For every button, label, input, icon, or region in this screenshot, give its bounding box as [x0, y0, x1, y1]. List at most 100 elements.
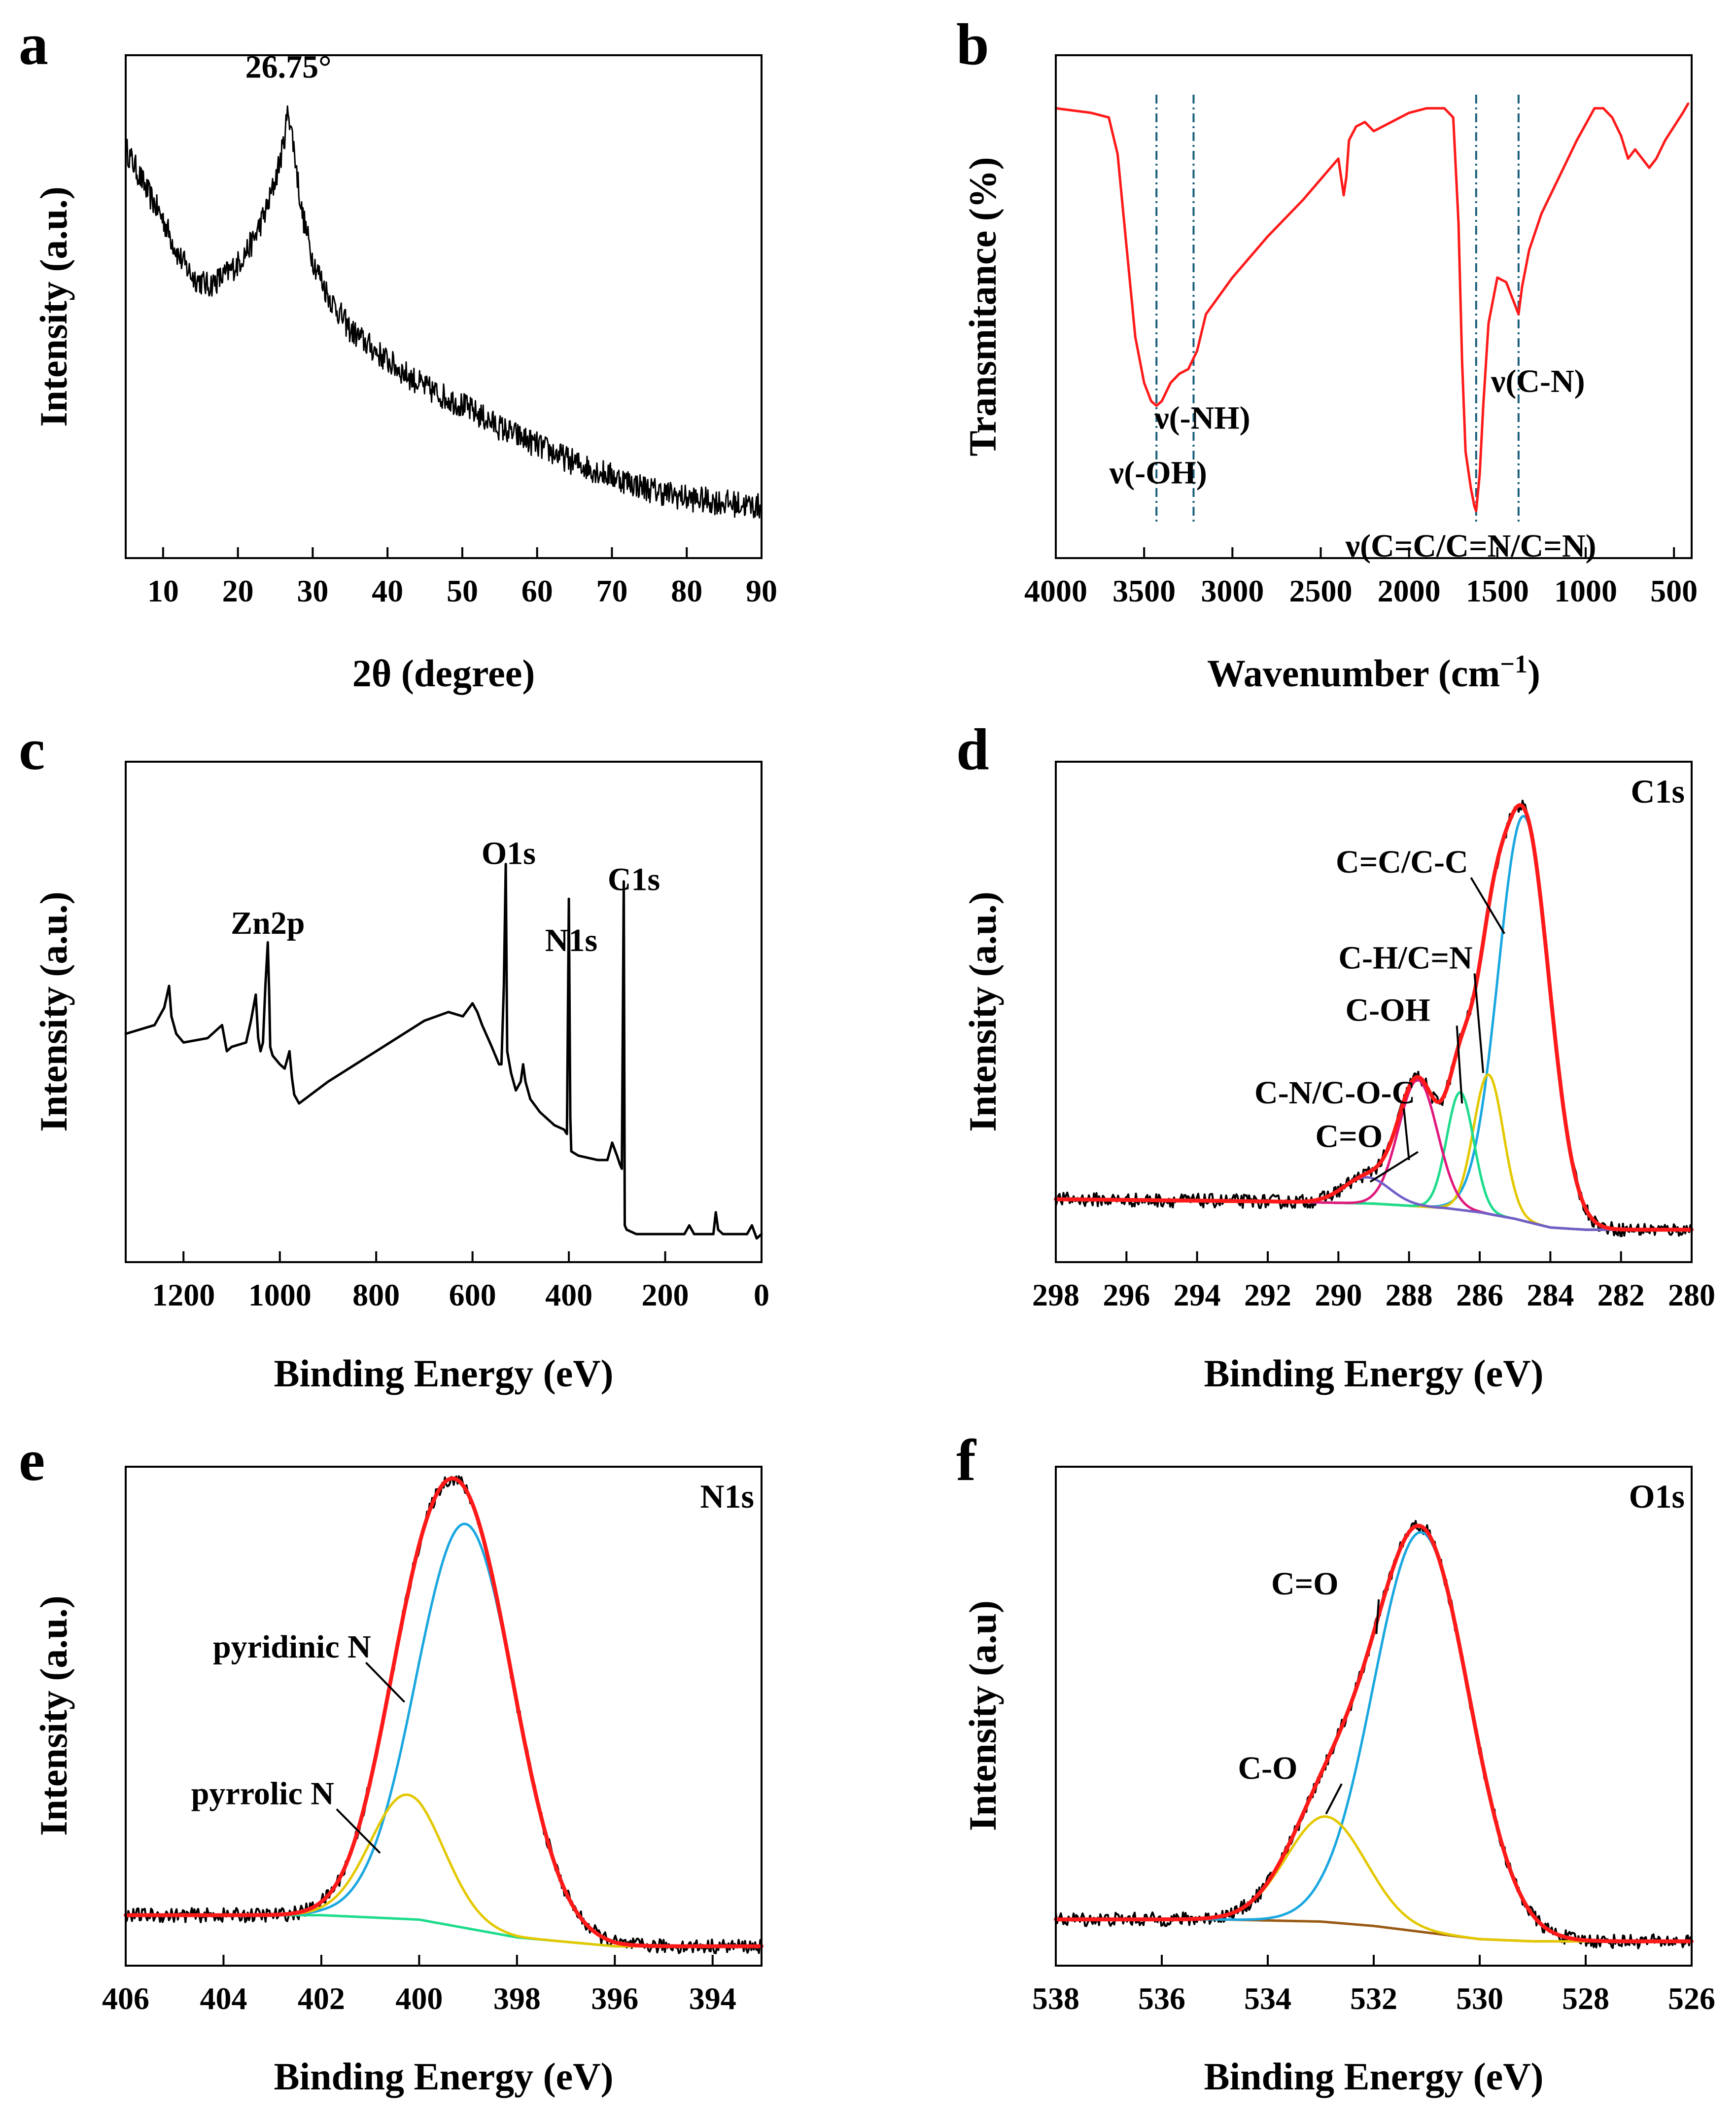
panel-a-xrd: a 10 20 30 40 50 60 70 80 90 26.75° 2θ (degree) … — [19, 11, 777, 695]
chart-title-d: C1s — [1631, 773, 1685, 810]
panel-label-a: a — [19, 11, 48, 77]
panel-e-n1s: e 406 404 402 400 398 396 394 pyridinic N pyrro… — [19, 1427, 764, 2098]
x-tick-label-c-1: 1000 — [248, 1277, 312, 1312]
y-axis-label-e: Intensity (a.u.) — [32, 1595, 75, 1836]
x-axis-label-a: 2θ (degree) — [352, 652, 535, 695]
annotation-label-b-3: ν(C-N) — [1491, 363, 1585, 399]
annotation-label-b-1: ν(-NH) — [1154, 400, 1250, 436]
annotation-label-c-3: C1s — [608, 861, 660, 897]
plot-frame-f — [1055, 1466, 1693, 1967]
x-tick-label-d-9: 280 — [1668, 1277, 1715, 1312]
annotation-label-c-1: O1s — [482, 835, 536, 871]
x-tick-label-a-0: 10 — [147, 573, 179, 608]
annotation-label-f-1: C-O — [1238, 1750, 1298, 1786]
annotation-label-f-0: C=O — [1271, 1566, 1339, 1602]
x-tick-label-b-0: 4000 — [1024, 573, 1087, 608]
annotation-label-d-3: C-N/C-O-C — [1254, 1075, 1415, 1111]
x-tick-label-b-2: 3000 — [1201, 573, 1264, 608]
x-tick-label-a-2: 30 — [297, 573, 328, 608]
x-tick-label-f-4: 530 — [1456, 1981, 1503, 2016]
x-tick-label-c-5: 200 — [642, 1277, 689, 1312]
annotation-leader-d-2 — [1456, 1025, 1463, 1104]
x-tick-label-b-1: 3500 — [1112, 573, 1176, 608]
x-tick-label-a-4: 50 — [447, 573, 478, 608]
series-line-a-0 — [125, 105, 763, 519]
x-tick-label-c-3: 600 — [449, 1277, 496, 1312]
x-tick-label-a-6: 70 — [596, 573, 627, 608]
x-tick-label-b-6: 1000 — [1554, 573, 1617, 608]
x-axis-label-b-close: ) — [1528, 652, 1540, 695]
chart-title-e: N1s — [700, 1478, 754, 1515]
series-line-b-0 — [1054, 102, 1690, 512]
annotations-e: pyridinic N pyrrolic N — [191, 1629, 406, 1854]
curves-f — [1054, 1519, 1694, 1949]
annotation-label-d-1: C-H/C=N — [1338, 940, 1472, 976]
x-tick-label-f-1: 536 — [1138, 1981, 1185, 2016]
x-tick-label-e-0: 406 — [102, 1981, 149, 2016]
raw-data-e — [125, 1475, 763, 1954]
annotation-leader-d-0 — [1470, 877, 1505, 934]
x-tick-label-f-6: 526 — [1668, 1981, 1715, 2016]
x-tick-label-e-1: 404 — [200, 1981, 247, 2016]
x-axis-label-e: Binding Energy (eV) — [274, 2055, 613, 2098]
series-line-c-0 — [124, 863, 763, 1240]
panel-c-survey: c 1200 1000 800 600 400 200 0 Zn2p O1s N1s C1s Bi… — [19, 716, 769, 1395]
plot-frame-e — [125, 1466, 763, 1967]
x-axis-label-b-main: Wavenumber (cm — [1207, 652, 1500, 695]
x-tick-label-a-8: 90 — [746, 573, 777, 608]
x-tick-label-d-3: 292 — [1244, 1277, 1291, 1312]
x-tick-label-d-0: 298 — [1032, 1277, 1079, 1312]
x-tick-label-f-5: 528 — [1562, 1981, 1609, 2016]
curves-a — [125, 105, 763, 519]
envelope-fit-f — [1054, 1523, 1694, 1943]
y-axis-label-d: Intensity (a.u.) — [961, 891, 1004, 1132]
annotations-c: Zn2p O1s N1s C1s — [231, 835, 660, 958]
x-tick-label-c-6: 0 — [754, 1277, 769, 1312]
x-tick-label-d-2: 294 — [1174, 1277, 1221, 1312]
component-peak-f-1 — [1054, 1815, 1693, 1943]
x-axis-label-b: Wavenumber (cm−1) — [1207, 650, 1540, 695]
plot-frame-d — [1055, 761, 1693, 1263]
y-axis-label-c: Intensity (a.u.) — [32, 891, 75, 1132]
chart-title-f: O1s — [1629, 1478, 1685, 1515]
annotation-label-c-2: N1s — [545, 922, 597, 958]
plot-frame-a — [125, 54, 763, 559]
annotation-leader-d-4 — [1369, 1151, 1419, 1183]
x-tick-label-c-0: 1200 — [152, 1277, 215, 1312]
x-tick-label-d-7: 284 — [1527, 1277, 1574, 1312]
x-tick-label-a-5: 60 — [521, 573, 553, 608]
panel-b-ftir: b 4000 3500 3000 2500 2000 1500 1000 500 ν(-OH)… — [956, 11, 1698, 695]
x-ticks-e: 406 404 402 400 398 396 394 — [102, 1955, 736, 2016]
annotation-label-d-0: C=C/C-C — [1336, 844, 1468, 880]
plot-frame-b — [1055, 54, 1693, 559]
annotation-leader-f-0 — [1375, 1599, 1380, 1634]
x-ticks-c: 1200 1000 800 600 400 200 0 — [152, 1251, 769, 1312]
annotation-leader-d-3 — [1403, 1108, 1410, 1161]
x-tick-label-d-1: 296 — [1103, 1277, 1150, 1312]
x-axis-label-c: Binding Energy (eV) — [274, 1352, 613, 1395]
x-tick-label-b-5: 1500 — [1466, 573, 1529, 608]
curves-e — [124, 1475, 764, 1954]
x-tick-label-c-4: 400 — [545, 1277, 592, 1312]
annotation-label-d-2: C-OH — [1346, 992, 1430, 1028]
annotation-label-e-1: pyrrolic N — [191, 1775, 334, 1811]
x-tick-label-e-4: 398 — [493, 1981, 541, 2016]
raw-data-f — [1055, 1519, 1693, 1949]
x-ticks-b: 4000 3500 3000 2500 2000 1500 1000 500 — [1024, 547, 1698, 608]
x-ticks-a: 10 20 30 40 50 60 70 80 90 — [147, 547, 777, 608]
annotations-d: C=C/C-C C-H/C=N C-OH C-N/C-O-C C=O — [1254, 844, 1505, 1183]
x-tick-label-e-2: 402 — [298, 1981, 345, 2016]
x-axis-label-b-sup: −1 — [1500, 650, 1528, 678]
plot-frame-c — [125, 761, 763, 1263]
x-ticks-d: 298 296 294 292 290 288 286 284 282 280 — [1032, 1251, 1715, 1312]
annotation-leader-f-1 — [1325, 1783, 1343, 1815]
panel-f-o1s: f 538 536 534 532 530 528 526 C=O C-O O1s Bindi… — [956, 1427, 1715, 2098]
y-axis-label-a: Intensity (a.u.) — [32, 186, 75, 427]
curves-b — [1054, 102, 1690, 512]
x-tick-label-e-3: 400 — [395, 1981, 443, 2016]
x-tick-label-f-2: 534 — [1244, 1981, 1291, 2016]
x-tick-label-d-5: 288 — [1386, 1277, 1433, 1312]
x-tick-label-f-0: 538 — [1032, 1981, 1079, 2016]
y-axis-label-b: Transmitance (%) — [961, 157, 1004, 456]
